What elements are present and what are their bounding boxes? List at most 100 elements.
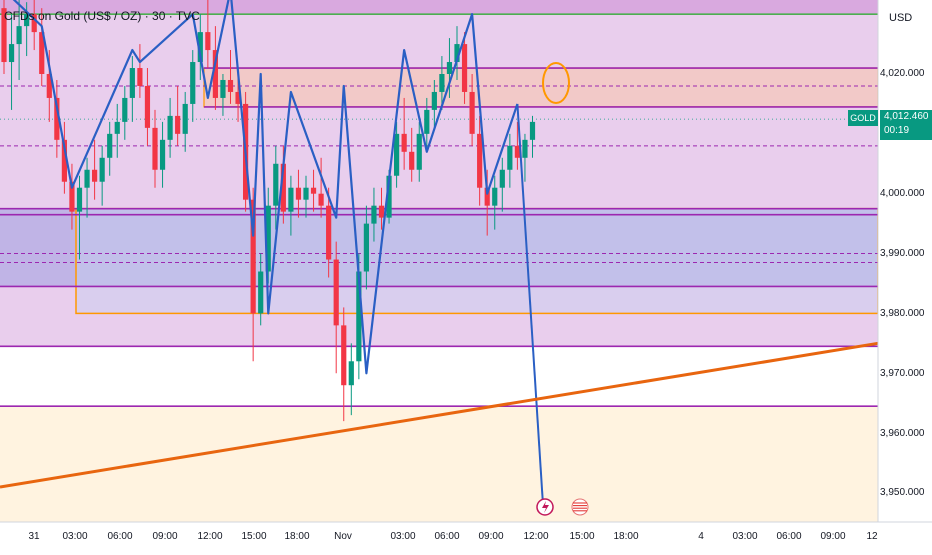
candle-body bbox=[122, 97, 128, 122]
candle-body bbox=[326, 205, 332, 260]
support-zone bbox=[75, 207, 879, 315]
candle-body bbox=[144, 85, 151, 128]
candle-body bbox=[190, 62, 196, 104]
candle-body bbox=[310, 187, 317, 194]
price-label: 3,970.000 bbox=[880, 368, 925, 379]
candle-body bbox=[46, 74, 52, 98]
candle-body bbox=[84, 169, 90, 188]
time-label: 09:00 bbox=[820, 531, 846, 542]
price-label: 4,000.000 bbox=[880, 188, 925, 199]
time-axis-panel bbox=[0, 522, 932, 550]
candle-body bbox=[39, 32, 45, 74]
candle-body bbox=[235, 91, 241, 104]
candle-body bbox=[265, 205, 271, 272]
candle-body bbox=[205, 32, 211, 51]
candle-body bbox=[469, 91, 475, 134]
candle-body bbox=[477, 133, 483, 188]
time-label: Nov bbox=[334, 531, 352, 542]
candle-body bbox=[303, 187, 309, 200]
candle-body bbox=[182, 103, 188, 134]
symbol-tag: GOLD bbox=[848, 110, 878, 126]
support-band bbox=[0, 208, 878, 287]
candle-body bbox=[416, 133, 422, 170]
time-label: 18:00 bbox=[284, 531, 310, 542]
resistance-zone bbox=[203, 67, 879, 108]
candle-body bbox=[499, 169, 505, 188]
candle-body bbox=[484, 187, 490, 206]
candle-body bbox=[409, 151, 415, 170]
candle-body bbox=[1, 8, 7, 63]
time-label: 03:00 bbox=[732, 531, 758, 542]
candle-body bbox=[439, 74, 445, 92]
candle-body bbox=[152, 127, 158, 170]
candle-body bbox=[522, 139, 528, 158]
time-label: 12 bbox=[866, 531, 878, 542]
candle-body bbox=[99, 157, 105, 182]
currency-label[interactable]: USD bbox=[889, 12, 913, 24]
candle-body bbox=[424, 109, 430, 134]
candle-body bbox=[507, 145, 513, 170]
target-ellipse bbox=[542, 61, 570, 104]
candle-body bbox=[461, 44, 468, 92]
last-price-tag: 4,012.460 00:19 bbox=[880, 110, 932, 140]
time-label: 31 bbox=[28, 531, 40, 542]
candle-body bbox=[386, 175, 392, 218]
price-axis-panel bbox=[878, 0, 932, 550]
candle-body bbox=[24, 14, 30, 27]
candle-body bbox=[137, 68, 143, 86]
price-label: 4,020.000 bbox=[880, 68, 925, 79]
time-label: 06:00 bbox=[434, 531, 460, 542]
candle-body bbox=[16, 26, 22, 45]
candle-body bbox=[333, 259, 339, 326]
candle-body bbox=[212, 50, 218, 98]
lightning-icon bbox=[542, 501, 549, 513]
currency-box bbox=[882, 5, 912, 31]
candle-body bbox=[288, 187, 294, 212]
trendline bbox=[0, 341, 879, 489]
candle-body bbox=[356, 271, 362, 362]
time-label: 4 bbox=[698, 531, 704, 542]
price-label: 3,980.000 bbox=[880, 308, 925, 319]
chart-title: CFDs on Gold (US$ / OZ) · 30 · TVC bbox=[4, 9, 200, 23]
price-label: 3,950.000 bbox=[880, 487, 925, 498]
candle-body bbox=[167, 115, 173, 140]
candle-body bbox=[92, 169, 98, 182]
candle-body bbox=[69, 181, 75, 212]
candle-body bbox=[250, 199, 256, 314]
candle-body bbox=[129, 68, 135, 98]
candle-body bbox=[8, 44, 15, 63]
time-label: 09:00 bbox=[152, 531, 178, 542]
time-label: 03:00 bbox=[390, 531, 416, 542]
countdown: 00:19 bbox=[884, 125, 910, 136]
candle-body bbox=[401, 133, 407, 152]
time-label: 06:00 bbox=[776, 531, 802, 542]
time-label: 15:00 bbox=[569, 531, 595, 542]
last-price: 4,012.460 bbox=[884, 111, 929, 122]
us-flag-icon bbox=[571, 498, 589, 516]
time-label: 03:00 bbox=[62, 531, 88, 542]
top-band bbox=[0, 0, 878, 15]
candle-body bbox=[295, 187, 302, 200]
candle-body bbox=[159, 139, 166, 170]
time-label: 18:00 bbox=[613, 531, 639, 542]
candle-body bbox=[175, 115, 181, 134]
candle-body bbox=[348, 361, 354, 386]
candle-body bbox=[220, 79, 226, 98]
candle-body bbox=[363, 223, 369, 272]
candle-body bbox=[318, 193, 324, 206]
candle-body bbox=[431, 91, 437, 110]
candle-body bbox=[31, 14, 37, 33]
candle-body bbox=[492, 187, 498, 206]
candle-body bbox=[54, 97, 60, 140]
candle-body bbox=[273, 163, 279, 206]
candle-body bbox=[514, 145, 520, 158]
candle-body bbox=[280, 163, 286, 212]
candle-body bbox=[341, 325, 347, 386]
time-label: 09:00 bbox=[478, 531, 504, 542]
projection-line bbox=[516, 103, 544, 505]
time-label: 12:00 bbox=[523, 531, 549, 542]
candle-body bbox=[114, 121, 120, 134]
time-label: 06:00 bbox=[107, 531, 133, 542]
